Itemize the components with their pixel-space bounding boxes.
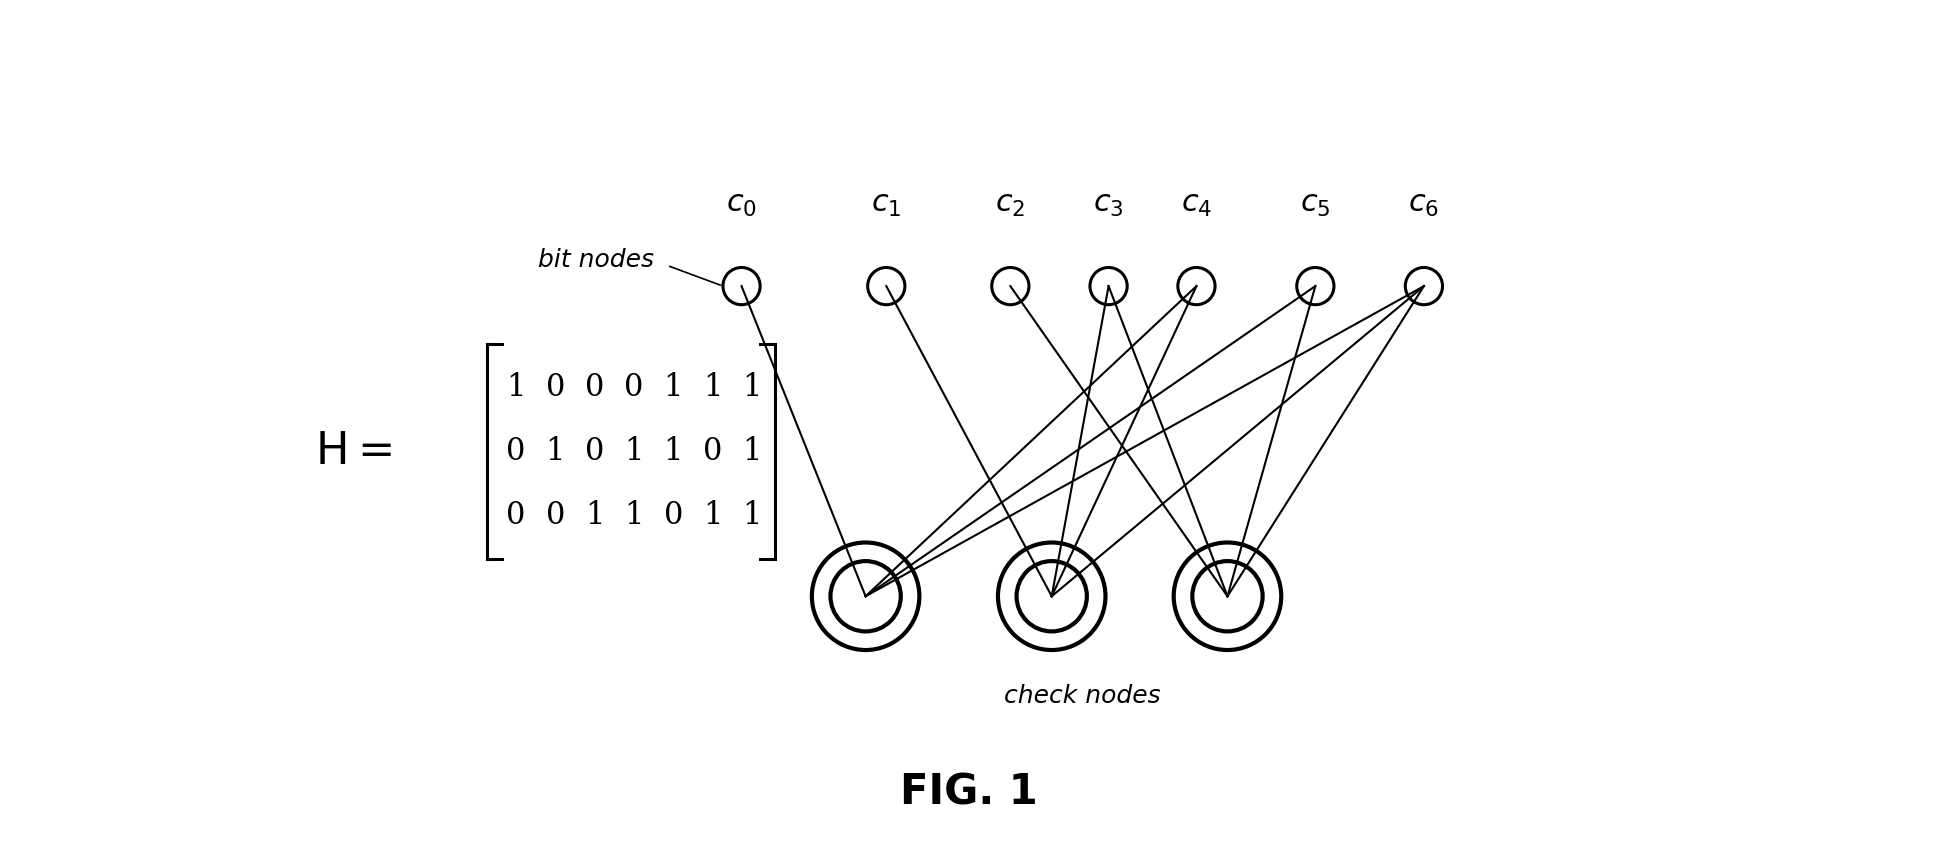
- Text: 0: 0: [585, 436, 605, 467]
- Text: $\mathit{c}_{1}$: $\mathit{c}_{1}$: [870, 190, 901, 219]
- Text: FIG. 1: FIG. 1: [899, 772, 1039, 814]
- Text: 1: 1: [663, 436, 682, 467]
- Text: $\mathit{c}_{2}$: $\mathit{c}_{2}$: [996, 190, 1025, 219]
- Text: check nodes: check nodes: [1004, 684, 1161, 708]
- Text: 1: 1: [547, 436, 566, 467]
- Text: 1: 1: [624, 500, 643, 532]
- Text: 1: 1: [742, 500, 762, 532]
- Text: $\mathit{c}_{6}$: $\mathit{c}_{6}$: [1409, 190, 1440, 219]
- Text: 0: 0: [703, 436, 723, 467]
- Text: $\mathrm{H}=$: $\mathrm{H}=$: [316, 430, 391, 473]
- Text: $\mathit{c}_{3}$: $\mathit{c}_{3}$: [1093, 190, 1124, 219]
- Text: 1: 1: [703, 372, 723, 403]
- Text: 0: 0: [547, 372, 566, 403]
- Text: 1: 1: [742, 436, 762, 467]
- Text: 1: 1: [585, 500, 605, 532]
- Text: 0: 0: [547, 500, 566, 532]
- Text: 0: 0: [506, 436, 525, 467]
- Text: 1: 1: [506, 372, 525, 403]
- Text: 0: 0: [506, 500, 525, 532]
- Text: bit nodes: bit nodes: [537, 248, 653, 272]
- Text: 1: 1: [624, 436, 643, 467]
- Text: 0: 0: [624, 372, 643, 403]
- Text: $\mathit{c}_{4}$: $\mathit{c}_{4}$: [1180, 190, 1211, 219]
- Text: 1: 1: [663, 372, 682, 403]
- Text: $\mathit{c}_{5}$: $\mathit{c}_{5}$: [1300, 190, 1331, 219]
- Text: 1: 1: [703, 500, 723, 532]
- Text: $\mathit{c}_{0}$: $\mathit{c}_{0}$: [727, 190, 758, 219]
- Text: 1: 1: [742, 372, 762, 403]
- Text: 0: 0: [585, 372, 605, 403]
- Text: 0: 0: [663, 500, 682, 532]
